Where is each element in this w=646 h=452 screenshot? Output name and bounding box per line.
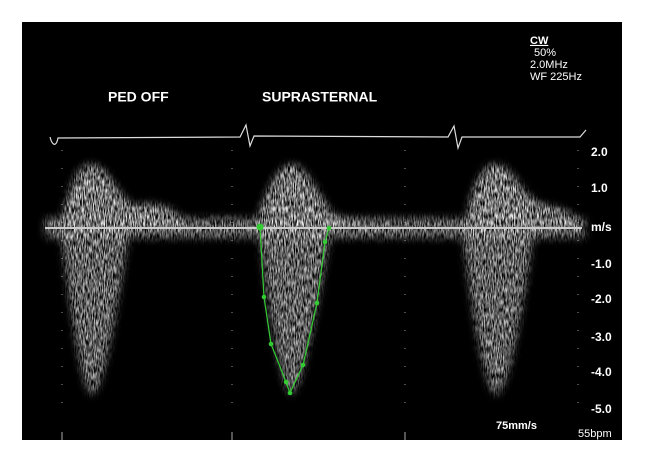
scale-label: -3.0 [591, 330, 612, 344]
scale-label: 2.0 [591, 145, 608, 159]
power: 50% [534, 47, 556, 59]
wall-filter: WF 225Hz [530, 71, 582, 83]
doppler-screen: CW 50% 2.0MHz WF 225Hz PED OFF SUPRASTER… [0, 0, 646, 452]
scale-label: -5.0 [591, 402, 612, 416]
scale-label: -4.0 [591, 365, 612, 379]
scale-label: 1.0 [591, 181, 608, 195]
sweep-speed: 75mm/s [496, 420, 537, 432]
scale-label: -1.0 [591, 257, 612, 271]
left-label: PED OFF [108, 89, 169, 105]
frequency: 2.0MHz [530, 59, 568, 71]
center-label: SUPRASTERNAL [262, 89, 378, 105]
scale-label: -2.0 [591, 292, 612, 306]
page: CW 50% 2.0MHz WF 225Hz PED OFF SUPRASTER… [0, 0, 646, 452]
mode: CW [530, 35, 549, 47]
scale-label: m/s [591, 220, 612, 234]
heart-rate: 55bpm [578, 428, 612, 440]
